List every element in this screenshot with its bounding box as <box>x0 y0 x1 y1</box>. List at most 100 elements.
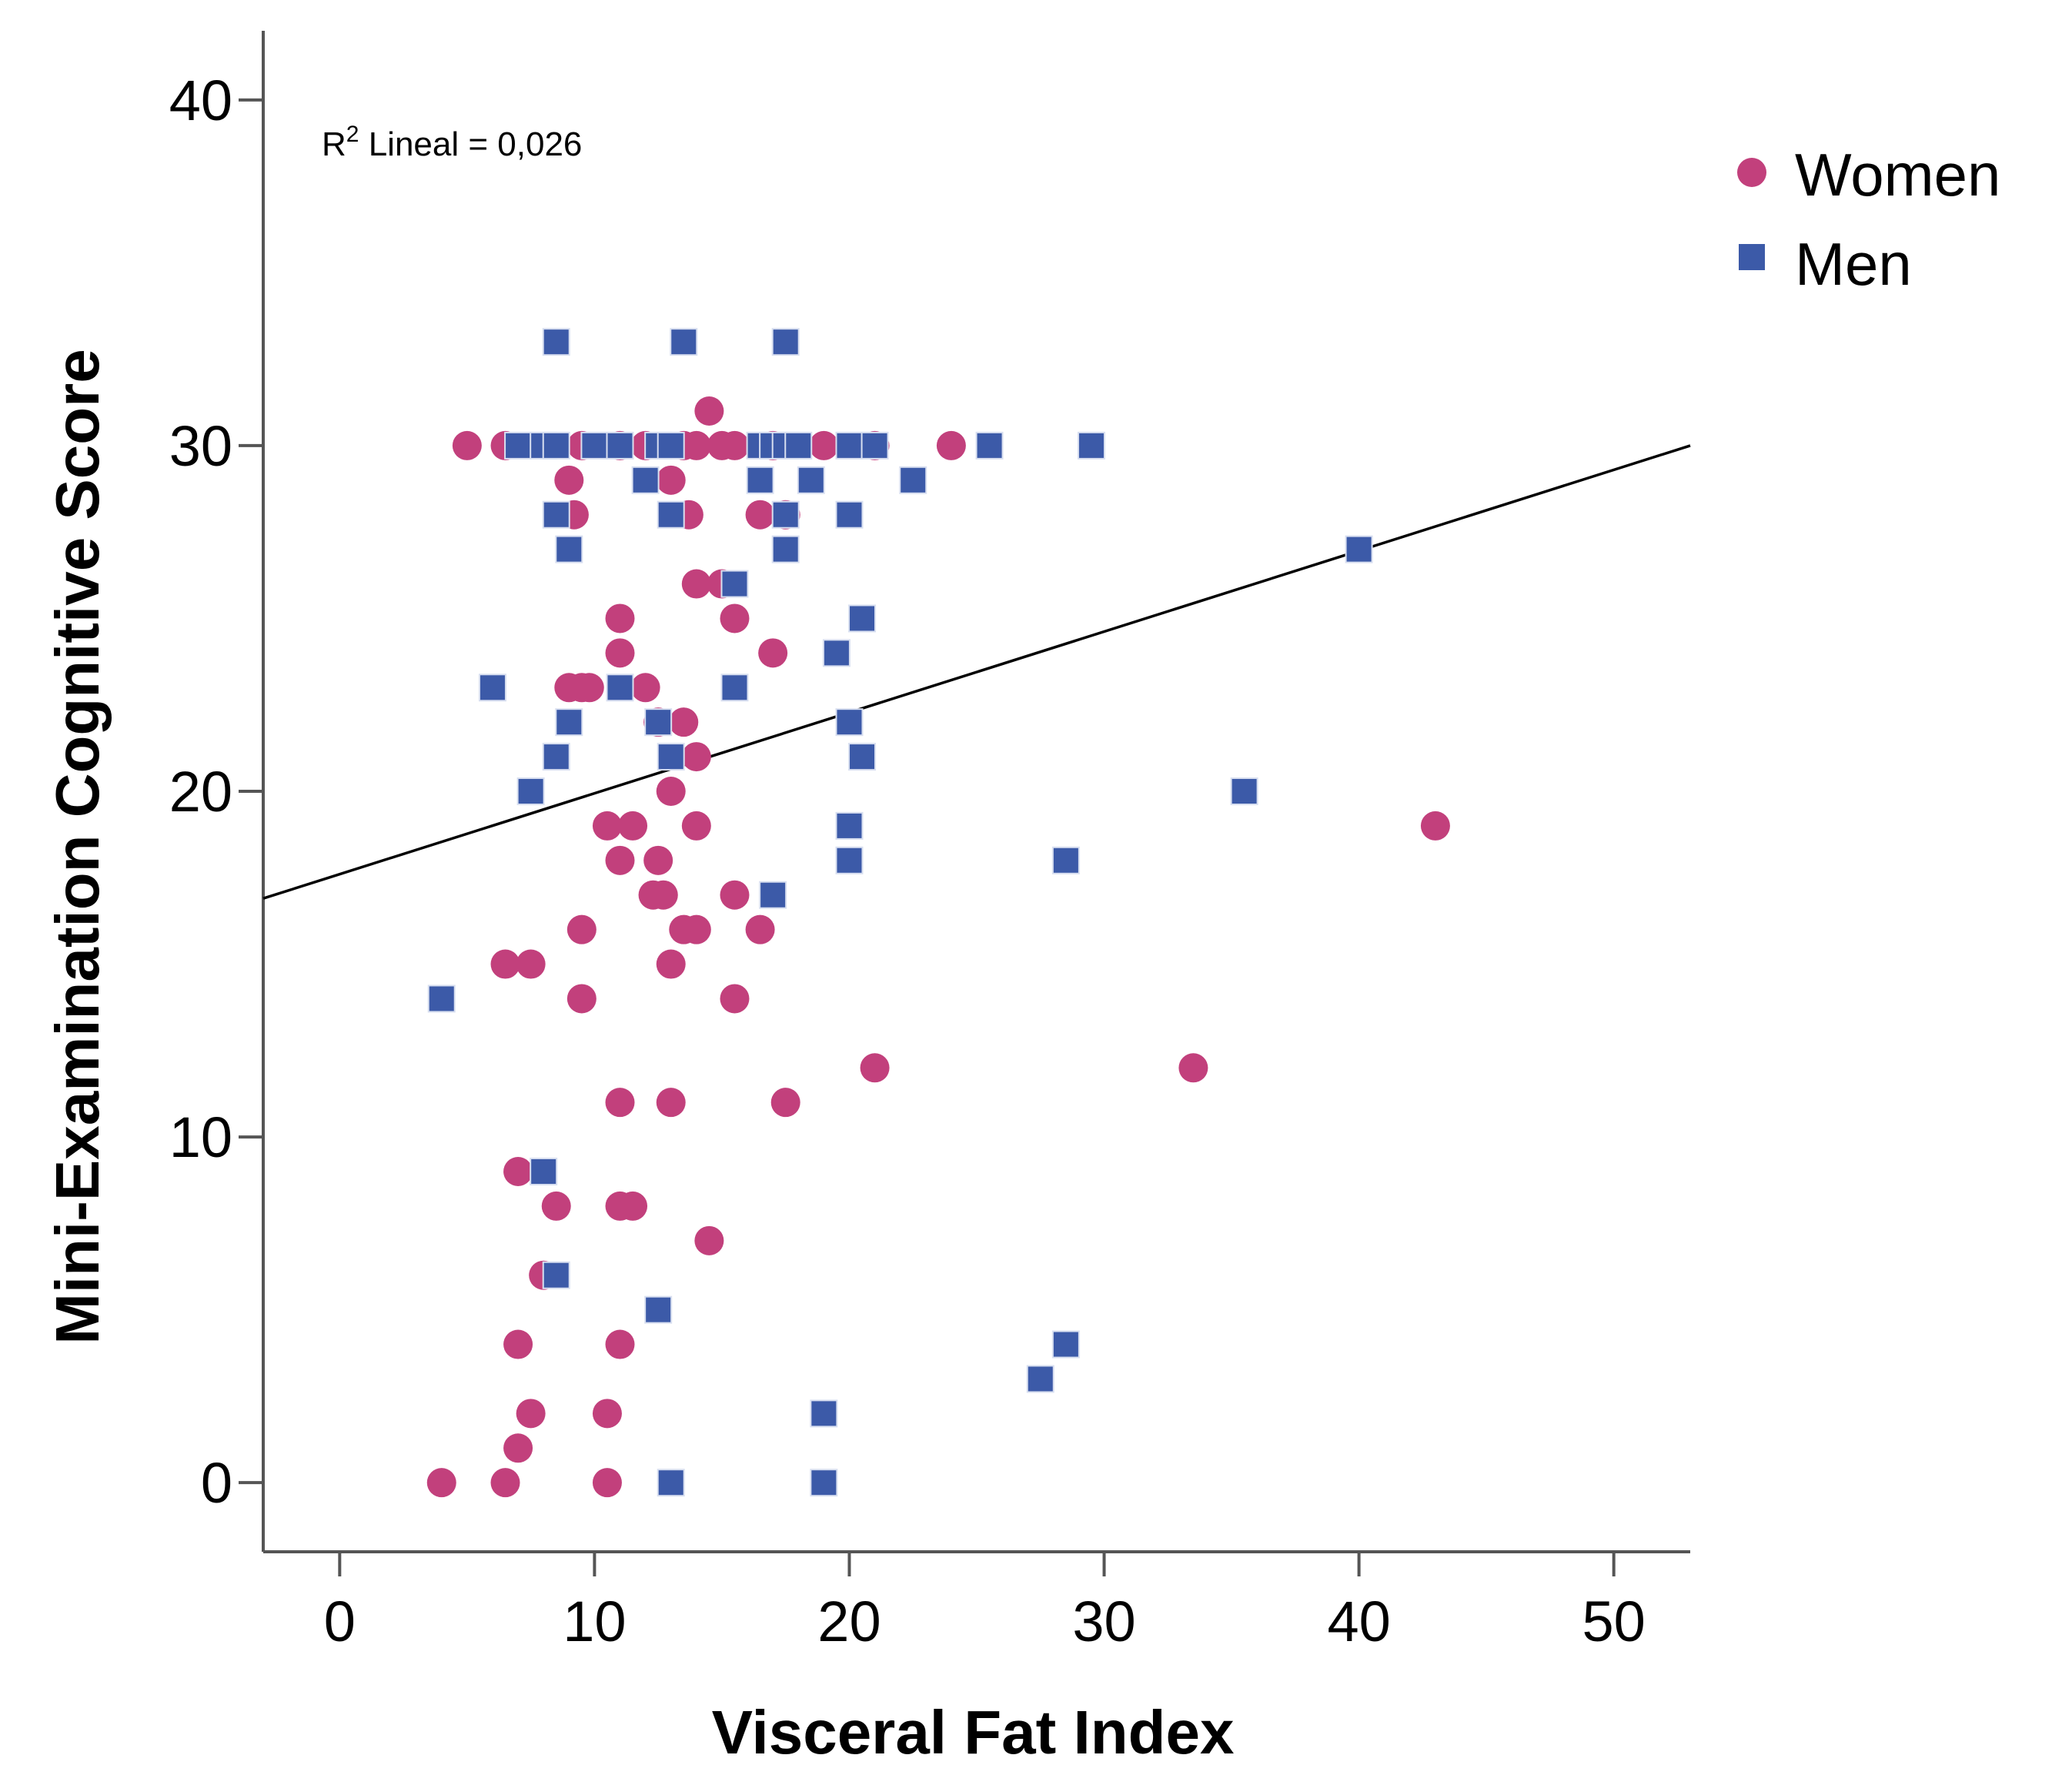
point-men <box>1345 535 1373 563</box>
y-axis-title: Mini-Examination Cognitive Score <box>43 349 112 1345</box>
point-men <box>542 743 570 771</box>
point-men <box>555 535 583 563</box>
x-tick-label: 10 <box>563 1590 626 1653</box>
point-women <box>516 949 546 979</box>
point-women <box>452 430 482 460</box>
point-women <box>618 811 648 841</box>
point-men <box>670 328 698 356</box>
point-women <box>681 742 711 772</box>
point-women <box>669 707 699 737</box>
point-men <box>606 431 634 460</box>
point-men <box>580 431 609 460</box>
point-women <box>541 1191 571 1221</box>
point-men <box>835 846 864 874</box>
point-men <box>1051 846 1080 874</box>
x-tick-label: 0 <box>324 1590 356 1653</box>
point-men <box>822 639 851 667</box>
point-women <box>694 1225 724 1255</box>
series-men <box>427 328 1373 1497</box>
point-women <box>745 500 775 530</box>
series-women <box>426 396 1450 1498</box>
point-men <box>771 500 800 529</box>
point-women <box>605 603 635 633</box>
point-men <box>478 674 506 702</box>
r-squared-value: Lineal = 0,026 <box>359 125 582 163</box>
point-women <box>936 430 966 460</box>
point-men <box>657 500 685 529</box>
point-men <box>899 466 927 494</box>
legend-marker-men <box>1739 244 1765 270</box>
point-men <box>861 431 889 460</box>
axes: 0 10 20 30 40 0 10 20 30 40 50 <box>169 31 1690 1653</box>
point-men <box>975 431 1004 460</box>
point-women <box>503 1157 533 1186</box>
point-men <box>542 500 570 529</box>
point-men <box>746 466 774 494</box>
point-men <box>555 708 583 737</box>
point-men <box>657 1469 685 1497</box>
point-men <box>542 1261 570 1289</box>
x-tick-label: 20 <box>817 1590 881 1653</box>
point-women <box>681 430 711 460</box>
point-women <box>860 1053 890 1083</box>
point-men <box>810 1469 838 1497</box>
point-men <box>835 811 864 840</box>
point-women <box>605 845 635 875</box>
point-women <box>1420 811 1450 841</box>
r-squared-r: R <box>322 125 346 163</box>
chart-texts: Mini-Examination Cognitive Score Viscera… <box>43 122 1234 1765</box>
point-men <box>1026 1365 1054 1393</box>
point-women <box>656 949 686 979</box>
point-men <box>516 777 545 805</box>
point-men <box>720 674 749 702</box>
point-women <box>758 638 788 668</box>
r-squared-superscript: 2 <box>346 122 359 147</box>
point-women <box>574 673 604 703</box>
point-women <box>656 777 686 806</box>
point-women <box>745 914 775 944</box>
point-women <box>490 1468 520 1498</box>
x-axis-title: Visceral Fat Index <box>712 1698 1235 1765</box>
point-men <box>504 431 533 460</box>
r-squared-annotation: R2 Lineal = 0,026 <box>322 122 582 163</box>
point-men <box>530 1158 558 1185</box>
point-men <box>542 431 570 460</box>
point-women <box>503 1433 533 1463</box>
point-women <box>681 914 711 944</box>
point-men <box>427 984 456 1013</box>
point-women <box>720 430 750 460</box>
point-women <box>694 396 724 426</box>
point-women <box>770 1088 800 1118</box>
point-men <box>771 328 800 356</box>
point-men <box>644 708 673 737</box>
point-men <box>1230 777 1258 805</box>
point-women <box>592 811 622 841</box>
legend-label-men: Men <box>1795 230 1912 298</box>
point-women <box>592 1468 622 1498</box>
point-women <box>426 1468 456 1498</box>
legend-label-women: Women <box>1795 141 2000 209</box>
point-women <box>490 949 520 979</box>
point-women <box>809 430 839 460</box>
point-men <box>835 500 864 529</box>
point-women <box>605 1329 635 1359</box>
point-women <box>630 673 660 703</box>
point-men <box>784 431 813 460</box>
point-men <box>720 570 749 598</box>
point-women <box>648 880 678 910</box>
fit-line-group <box>262 444 1691 900</box>
point-women <box>516 1399 546 1429</box>
point-men <box>631 466 660 494</box>
point-women <box>720 984 750 1014</box>
point-men <box>797 466 825 494</box>
point-men <box>542 328 570 356</box>
point-men <box>835 708 864 737</box>
y-tick-label: 10 <box>169 1105 232 1169</box>
point-women <box>605 638 635 668</box>
y-tick-label: 30 <box>169 414 232 478</box>
y-tick-label: 20 <box>169 760 232 824</box>
point-men <box>1051 1330 1080 1359</box>
point-women <box>656 465 686 495</box>
point-women <box>592 1399 622 1429</box>
